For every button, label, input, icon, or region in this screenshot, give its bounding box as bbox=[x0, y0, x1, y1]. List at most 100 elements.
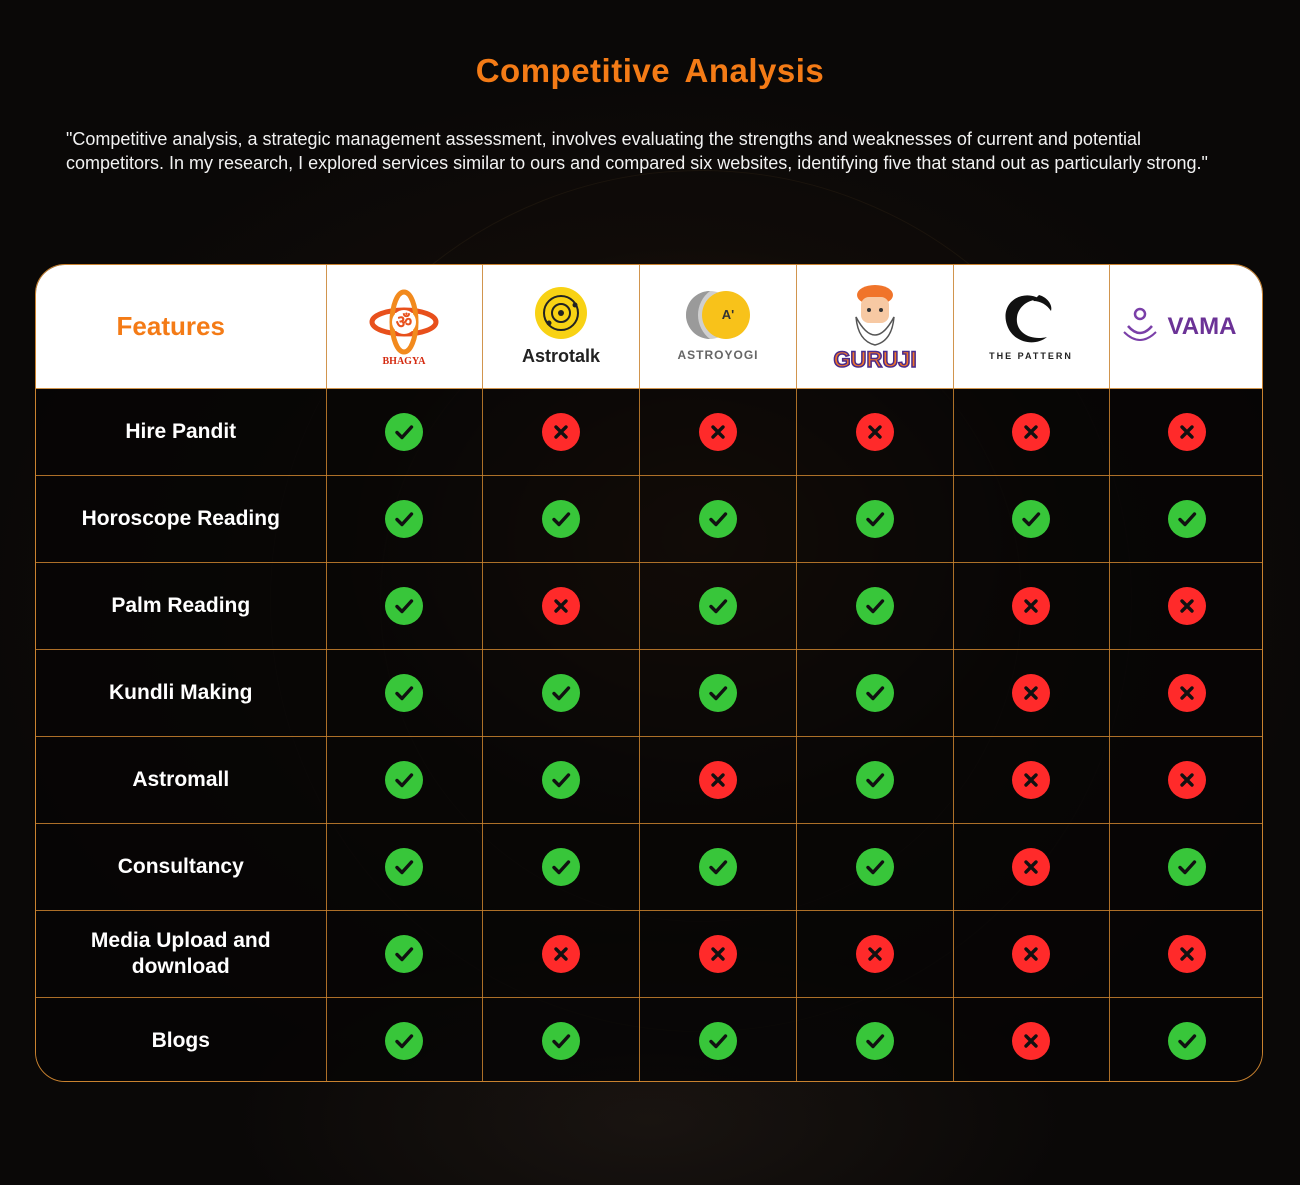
cell-the-pattern bbox=[952, 562, 1110, 650]
feature-label: Hire Pandit bbox=[36, 388, 327, 476]
cross-icon bbox=[855, 413, 894, 451]
features-header: Features bbox=[36, 265, 327, 389]
header-row: Features ॐ BHAGYA bbox=[36, 265, 1262, 389]
check-icon bbox=[855, 848, 894, 886]
competitor-guruji: GURUJI bbox=[795, 265, 954, 389]
feature-label: Media Upload and download bbox=[36, 910, 327, 998]
svg-text:BHAGYA: BHAGYA bbox=[383, 356, 427, 367]
cell-astroyogi bbox=[638, 736, 797, 824]
feature-label: Palm Reading bbox=[36, 562, 327, 650]
svg-text:ॐ: ॐ bbox=[396, 312, 412, 332]
check-icon bbox=[855, 500, 894, 538]
cell-bhagya bbox=[325, 997, 483, 1081]
cross-icon bbox=[855, 935, 894, 973]
cell-bhagya bbox=[325, 475, 483, 563]
competitor-vama: VAMA bbox=[1108, 265, 1262, 389]
cross-icon bbox=[1012, 1022, 1050, 1061]
check-icon bbox=[855, 761, 894, 799]
cross-icon bbox=[1167, 761, 1206, 799]
cell-bhagya bbox=[325, 562, 483, 650]
competitor-bhagya: ॐ BHAGYA bbox=[325, 265, 483, 389]
cell-bhagya bbox=[325, 649, 483, 737]
table-row: Hire Pandit bbox=[36, 388, 1262, 476]
astrotalk-logo: Astrotalk bbox=[521, 286, 600, 366]
check-icon bbox=[1167, 1022, 1206, 1061]
cell-the-pattern bbox=[952, 997, 1110, 1081]
cell-vama bbox=[1108, 649, 1262, 737]
cross-icon bbox=[1167, 935, 1206, 973]
cell-the-pattern bbox=[952, 736, 1110, 824]
check-icon bbox=[698, 1022, 737, 1061]
cell-bhagya bbox=[325, 910, 483, 998]
cross-icon bbox=[541, 413, 580, 451]
check-icon bbox=[698, 587, 737, 625]
cell-bhagya bbox=[325, 823, 483, 911]
cell-guruji bbox=[795, 736, 954, 824]
check-icon bbox=[541, 500, 580, 538]
check-icon bbox=[385, 413, 423, 451]
feature-label: Blogs bbox=[36, 997, 327, 1081]
table-row: Astromall bbox=[36, 736, 1262, 824]
feature-label: Astromall bbox=[36, 736, 327, 824]
check-icon bbox=[541, 761, 580, 799]
cell-astroyogi bbox=[638, 562, 797, 650]
check-icon bbox=[855, 1022, 894, 1061]
cell-astrotalk bbox=[481, 997, 640, 1081]
the-pattern-logo: THE PATTERN bbox=[989, 294, 1073, 361]
check-icon bbox=[698, 674, 737, 712]
check-icon bbox=[698, 500, 737, 538]
check-icon bbox=[1167, 500, 1206, 538]
cell-vama bbox=[1108, 997, 1262, 1081]
comparison-table: Features ॐ BHAGYA bbox=[35, 264, 1263, 1082]
svg-text:ASTROYOGI: ASTROYOGI bbox=[677, 348, 758, 362]
check-icon bbox=[385, 587, 423, 625]
cell-vama bbox=[1108, 475, 1262, 563]
feature-label: Kundli Making bbox=[36, 649, 327, 737]
cell-guruji bbox=[795, 388, 954, 476]
table-row: Kundli Making bbox=[36, 649, 1262, 737]
cross-icon bbox=[698, 761, 737, 799]
cross-icon bbox=[1012, 587, 1050, 625]
guruji-logo: GURUJI bbox=[832, 284, 917, 371]
check-icon bbox=[385, 1022, 423, 1061]
table-row: Consultancy bbox=[36, 823, 1262, 911]
check-icon bbox=[541, 1022, 580, 1061]
vama-logo: VAMA bbox=[1123, 307, 1236, 341]
svg-text:THE PATTERN: THE PATTERN bbox=[989, 351, 1073, 361]
cell-vama bbox=[1108, 736, 1262, 824]
check-icon bbox=[385, 935, 423, 973]
competitor-astroyogi: A' ASTROYOGI bbox=[638, 265, 797, 389]
cross-icon bbox=[1012, 761, 1050, 799]
cell-guruji bbox=[795, 562, 954, 650]
cross-icon bbox=[1012, 935, 1050, 973]
cell-astrotalk bbox=[481, 475, 640, 563]
page-title: Competitive Analysis bbox=[475, 52, 825, 89]
bhagya-logo: ॐ BHAGYA bbox=[369, 289, 439, 367]
competitor-astrotalk: Astrotalk bbox=[481, 265, 640, 389]
cell-guruji bbox=[795, 823, 954, 911]
cell-astrotalk bbox=[481, 736, 640, 824]
cross-icon bbox=[1012, 413, 1050, 451]
cell-vama bbox=[1108, 388, 1262, 476]
check-icon bbox=[1012, 500, 1050, 538]
check-icon bbox=[385, 674, 423, 712]
table-row: Media Upload and download bbox=[36, 910, 1262, 998]
cell-astroyogi bbox=[638, 475, 797, 563]
cross-icon bbox=[1167, 674, 1206, 712]
cell-astrotalk bbox=[481, 388, 640, 476]
table-row: Palm Reading bbox=[36, 562, 1262, 650]
check-icon bbox=[385, 848, 423, 886]
cross-icon bbox=[698, 935, 737, 973]
check-icon bbox=[855, 587, 894, 625]
svg-text:VAMA: VAMA bbox=[1167, 313, 1236, 340]
cell-astrotalk bbox=[481, 649, 640, 737]
cell-astroyogi bbox=[638, 823, 797, 911]
cell-guruji bbox=[795, 475, 954, 563]
cell-vama bbox=[1108, 562, 1262, 650]
cell-astroyogi bbox=[638, 997, 797, 1081]
cell-astrotalk bbox=[481, 823, 640, 911]
check-icon bbox=[1167, 848, 1206, 886]
cross-icon bbox=[1012, 674, 1050, 712]
check-icon bbox=[541, 848, 580, 886]
cell-guruji bbox=[795, 997, 954, 1081]
